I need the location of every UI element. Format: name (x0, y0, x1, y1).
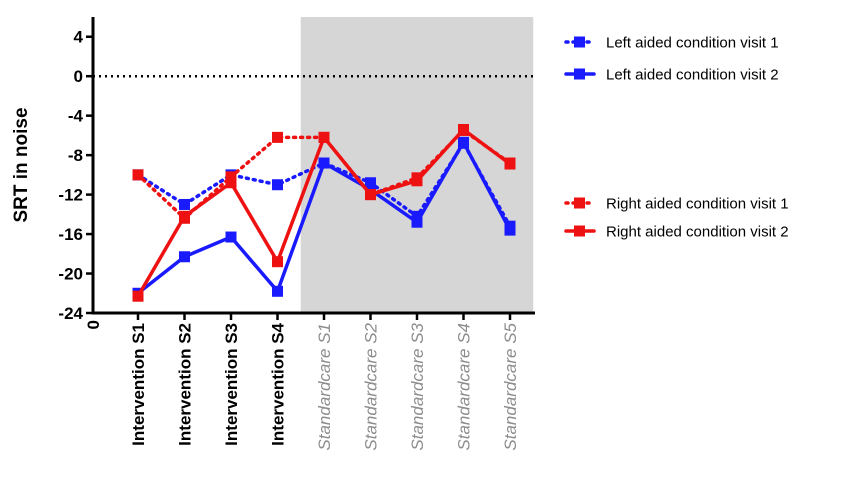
x-tick-label: Standardcare S4 (455, 323, 474, 451)
data-point (411, 210, 423, 222)
y-tick-label: -8 (68, 146, 83, 165)
data-point (318, 131, 330, 143)
plot-area: 40-4-8-12-16-20-24 Intervention S1 Interv… (11, 17, 535, 451)
data-point (458, 136, 469, 148)
legend-item: Right aided condition visit 1 (564, 196, 789, 213)
data-point (272, 179, 283, 191)
legend-label: Left aided condition visit 2 (606, 67, 779, 84)
legend-marker-swatch (574, 68, 585, 80)
data-point (132, 290, 144, 302)
data-point (225, 171, 237, 183)
y-tick-label: -24 (58, 304, 83, 323)
x-tick-label: Standardcare S1 (315, 323, 334, 451)
x-tick-label: Intervention S3 (222, 323, 241, 446)
y-axis-label: SRT in noise (11, 107, 32, 222)
data-point (458, 123, 469, 135)
x-ticks: Intervention S1 Intervention S2 Interventi… (129, 313, 520, 451)
data-point (179, 198, 190, 210)
data-point (179, 210, 190, 222)
x-tick-label: Intervention S4 (269, 322, 288, 445)
series-layer (132, 123, 516, 302)
y-tick-label: -20 (58, 265, 83, 284)
y-tick-label: -16 (58, 225, 83, 244)
legend-item: Left aided condition visit 1 (564, 35, 779, 52)
legend: Left aided condition visit 1 Left aided c… (564, 35, 789, 241)
x-tick-label: Standardcare S5 (501, 322, 520, 450)
data-point (132, 169, 144, 181)
legend-marker-swatch (574, 197, 585, 209)
x-tick-label: Intervention S1 (129, 323, 148, 446)
y-ticks: 4 0 -4 -8 -12 -16 -20 -24 (58, 28, 93, 323)
data-point (365, 189, 376, 201)
data-point (179, 251, 190, 263)
data-point (225, 177, 237, 189)
legend-marker-swatch (574, 225, 585, 237)
x-tick-label: Standardcare S3 (408, 322, 427, 450)
y-tick-label: -12 (58, 186, 83, 205)
y-tick-label: -4 (68, 107, 84, 126)
series-4 (132, 123, 516, 302)
data-point (504, 224, 516, 236)
legend-label: Left aided condition visit 1 (606, 35, 779, 52)
x-tick-label: Standardcare S2 (362, 322, 381, 450)
legend-marker-swatch (574, 36, 585, 48)
standardcare-shaded-region (300, 17, 534, 313)
data-point (411, 175, 423, 187)
legend-item: Right aided condition visit 2 (564, 224, 789, 241)
x-tick-label: Intervention S2 (176, 323, 195, 446)
y-tick-label: 4 (74, 28, 84, 47)
data-point (504, 158, 516, 170)
data-point (272, 285, 283, 297)
legend-item: Left aided condition visit 2 (564, 67, 779, 84)
y-tick-label: 0 (74, 67, 83, 86)
data-point (272, 131, 283, 143)
data-point (411, 216, 423, 228)
data-point (318, 157, 330, 169)
data-point (272, 256, 283, 268)
x-origin-label: 0 (84, 320, 103, 329)
legend-label: Right aided condition visit 1 (606, 196, 789, 213)
legend-label: Right aided condition visit 2 (606, 224, 789, 241)
data-point (365, 177, 376, 189)
data-point (225, 231, 237, 243)
